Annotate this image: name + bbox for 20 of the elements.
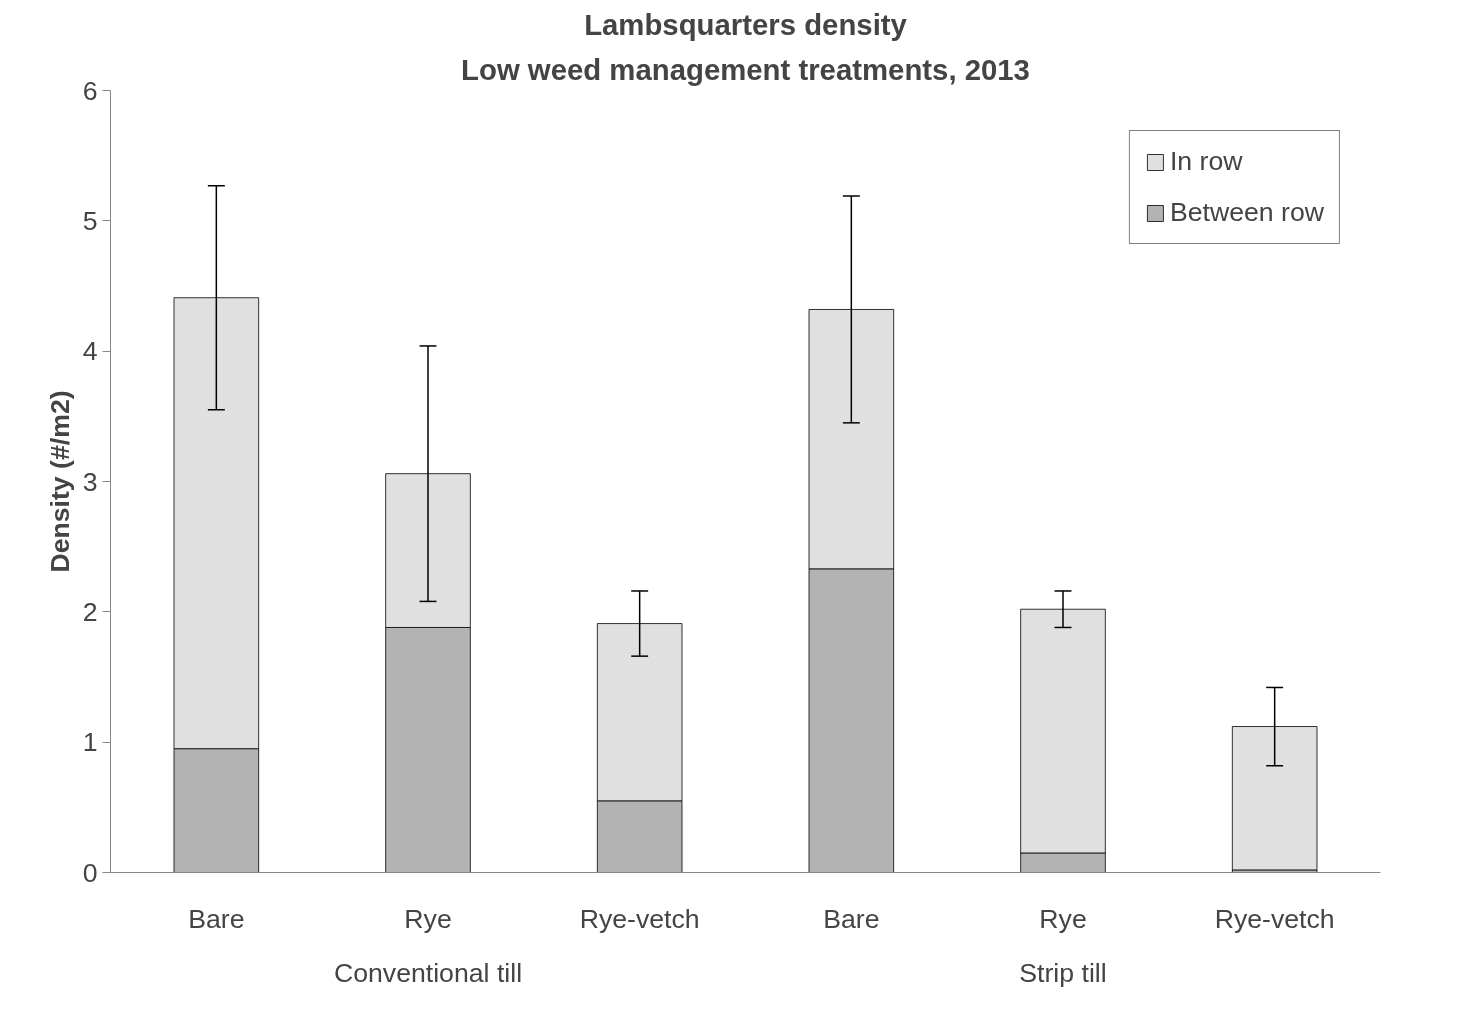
x-tick-label: Rye [1039,903,1087,934]
text: Strip till [1019,957,1107,988]
x-tick-label: Rye [404,903,452,934]
y-tick-label: 1 [82,727,98,758]
y-tick-label: 0 [82,857,98,888]
chart-title: Lambsquarters density [584,7,908,41]
y-tick-label: 5 [82,205,98,236]
y-tick-label: 4 [82,336,98,367]
legend-label: Between row [1169,197,1324,228]
text: Conventional till [333,957,523,988]
x-tick-label: Bare [188,903,245,934]
y-tick-label: 2 [82,596,98,627]
y-tick-label: 3 [82,466,98,497]
x-tick-label: Bare [823,903,880,934]
chart-subtitle: Low weed management treatments, 2013 [461,52,1030,86]
x-tick-label: Rye-vetch [579,903,700,934]
legend-label: In row [1169,146,1243,177]
x-tick-label: Rye-vetch [1214,903,1335,934]
y-axis-title: Density (#/m2) [44,390,75,573]
y-tick-label: 6 [82,75,98,106]
